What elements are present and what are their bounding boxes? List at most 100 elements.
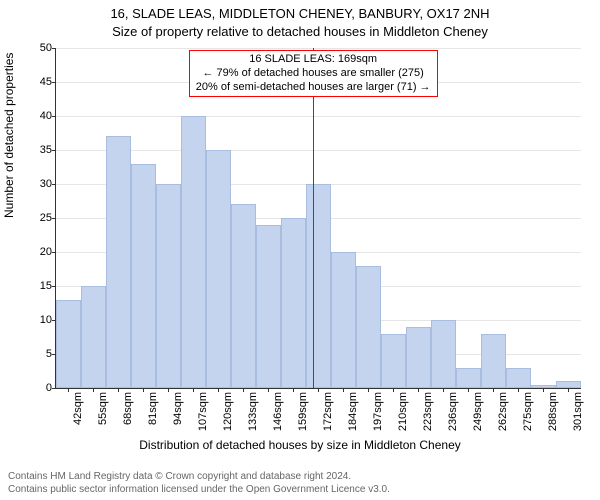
xtick-mark bbox=[293, 388, 294, 392]
xtick-label: 249sqm bbox=[472, 392, 484, 431]
xtick-mark bbox=[318, 388, 319, 392]
ytick-mark bbox=[52, 218, 56, 219]
annotation-line: 16 SLADE LEAS: 169sqm bbox=[196, 53, 431, 67]
xtick-label: 94sqm bbox=[172, 392, 184, 425]
xtick-label: 275sqm bbox=[522, 392, 534, 431]
xtick-mark bbox=[368, 388, 369, 392]
xtick-mark bbox=[143, 388, 144, 392]
x-axis-label: Distribution of detached houses by size … bbox=[0, 438, 600, 452]
xtick-label: 107sqm bbox=[197, 392, 209, 431]
histogram-bar bbox=[456, 368, 481, 388]
xtick-label: 42sqm bbox=[72, 392, 84, 425]
ytick-label: 5 bbox=[22, 348, 52, 360]
ytick-label: 20 bbox=[22, 246, 52, 258]
xtick-label: 68sqm bbox=[122, 392, 134, 425]
xtick-mark bbox=[443, 388, 444, 392]
xtick-label: 133sqm bbox=[247, 392, 259, 431]
xtick-mark bbox=[193, 388, 194, 392]
marker-line bbox=[313, 48, 314, 388]
xtick-mark bbox=[493, 388, 494, 392]
xtick-label: 120sqm bbox=[222, 392, 234, 431]
annotation-line: 20% of semi-detached houses are larger (… bbox=[196, 81, 431, 95]
xtick-mark bbox=[118, 388, 119, 392]
histogram-bar bbox=[481, 334, 506, 388]
xtick-mark bbox=[543, 388, 544, 392]
xtick-mark bbox=[418, 388, 419, 392]
ytick-mark bbox=[52, 82, 56, 83]
xtick-label: 236sqm bbox=[447, 392, 459, 431]
histogram-bar bbox=[106, 136, 131, 388]
ytick-label: 10 bbox=[22, 314, 52, 326]
gridline bbox=[56, 48, 581, 49]
ytick-mark bbox=[52, 150, 56, 151]
histogram-bar bbox=[131, 164, 156, 388]
xtick-mark bbox=[243, 388, 244, 392]
ytick-label: 45 bbox=[22, 76, 52, 88]
chart-title-desc: Size of property relative to detached ho… bbox=[0, 24, 600, 39]
histogram-bar bbox=[331, 252, 356, 388]
xtick-mark bbox=[168, 388, 169, 392]
xtick-label: 262sqm bbox=[497, 392, 509, 431]
histogram-bar bbox=[256, 225, 281, 388]
histogram-bar bbox=[531, 385, 556, 388]
annotation-line: ← 79% of detached houses are smaller (27… bbox=[196, 67, 431, 81]
histogram-bar bbox=[356, 266, 381, 388]
ytick-mark bbox=[52, 116, 56, 117]
histogram-bar bbox=[281, 218, 306, 388]
xtick-label: 159sqm bbox=[297, 392, 309, 431]
gridline bbox=[56, 150, 581, 151]
histogram-bar bbox=[206, 150, 231, 388]
histogram-bar bbox=[81, 286, 106, 388]
footer-line: Contains public sector information licen… bbox=[8, 483, 390, 496]
marker-annotation: 16 SLADE LEAS: 169sqm← 79% of detached h… bbox=[189, 50, 438, 97]
xtick-label: 172sqm bbox=[322, 392, 334, 431]
ytick-label: 35 bbox=[22, 144, 52, 156]
histogram-bar bbox=[56, 300, 81, 388]
ytick-mark bbox=[52, 184, 56, 185]
xtick-label: 210sqm bbox=[397, 392, 409, 431]
chart-container: 16, SLADE LEAS, MIDDLETON CHENEY, BANBUR… bbox=[0, 0, 600, 500]
xtick-label: 146sqm bbox=[272, 392, 284, 431]
xtick-label: 223sqm bbox=[422, 392, 434, 431]
ytick-mark bbox=[52, 286, 56, 287]
histogram-bar bbox=[156, 184, 181, 388]
ytick-label: 40 bbox=[22, 110, 52, 122]
xtick-mark bbox=[393, 388, 394, 392]
histogram-bar bbox=[406, 327, 431, 388]
footer-attribution: Contains HM Land Registry data © Crown c… bbox=[8, 470, 390, 496]
xtick-mark bbox=[268, 388, 269, 392]
xtick-label: 184sqm bbox=[347, 392, 359, 431]
gridline bbox=[56, 116, 581, 117]
xtick-label: 288sqm bbox=[547, 392, 559, 431]
ytick-label: 0 bbox=[22, 382, 52, 394]
histogram-bar bbox=[506, 368, 531, 388]
footer-line: Contains HM Land Registry data © Crown c… bbox=[8, 470, 390, 483]
histogram-bar bbox=[381, 334, 406, 388]
ytick-label: 50 bbox=[22, 42, 52, 54]
y-axis-label: Number of detached properties bbox=[2, 53, 16, 218]
xtick-mark bbox=[218, 388, 219, 392]
histogram-bar bbox=[431, 320, 456, 388]
histogram-bar bbox=[556, 381, 581, 388]
chart-title-address: 16, SLADE LEAS, MIDDLETON CHENEY, BANBUR… bbox=[0, 6, 600, 21]
xtick-mark bbox=[468, 388, 469, 392]
xtick-mark bbox=[518, 388, 519, 392]
xtick-mark bbox=[93, 388, 94, 392]
xtick-label: 301sqm bbox=[572, 392, 584, 431]
xtick-label: 81sqm bbox=[147, 392, 159, 425]
xtick-label: 197sqm bbox=[372, 392, 384, 431]
xtick-mark bbox=[343, 388, 344, 392]
xtick-label: 55sqm bbox=[97, 392, 109, 425]
ytick-label: 30 bbox=[22, 178, 52, 190]
ytick-mark bbox=[52, 48, 56, 49]
xtick-mark bbox=[68, 388, 69, 392]
histogram-bar bbox=[306, 184, 331, 388]
histogram-bar bbox=[231, 204, 256, 388]
ytick-label: 15 bbox=[22, 280, 52, 292]
ytick-mark bbox=[52, 388, 56, 389]
xtick-mark bbox=[568, 388, 569, 392]
ytick-label: 25 bbox=[22, 212, 52, 224]
plot-area: 16 SLADE LEAS: 169sqm← 79% of detached h… bbox=[55, 48, 581, 389]
ytick-mark bbox=[52, 252, 56, 253]
histogram-bar bbox=[181, 116, 206, 388]
